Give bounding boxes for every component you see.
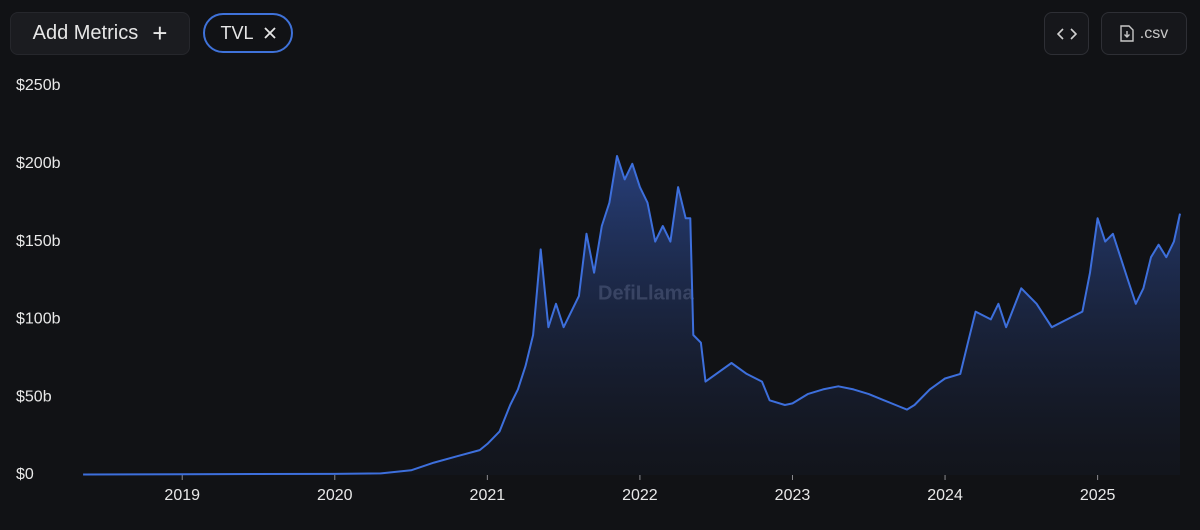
add-metrics-button[interactable]: Add Metrics + (10, 12, 190, 55)
x-tick-label: 2025 (1080, 487, 1116, 504)
x-tick-label: 2023 (775, 487, 811, 504)
tvl-line (83, 155, 1181, 476)
y-tick-label: $0 (16, 466, 34, 483)
csv-button[interactable]: .csv (1101, 12, 1187, 55)
watermark: DefiLlama (598, 282, 694, 304)
x-tick-label: 2024 (927, 487, 963, 504)
metric-chip[interactable]: TVL (203, 13, 293, 53)
button-label: .csv (1139, 24, 1169, 42)
chip-label: TVL (220, 22, 254, 43)
y-tick-label: $100b (16, 311, 61, 328)
y-tick-label: $50b (16, 388, 52, 405)
x-tick-label: 2022 (622, 487, 658, 504)
close-icon[interactable] (263, 27, 276, 39)
y-tick-label: $150b (16, 233, 61, 250)
y-tick-label: $200b (16, 155, 61, 172)
file-icon (1120, 25, 1134, 42)
y-tick-label: $250b (16, 77, 61, 94)
x-tick-label: 2019 (164, 487, 200, 504)
x-tick-label: 2020 (317, 487, 353, 504)
area-fill (83, 156, 1181, 475)
code-icon (1056, 27, 1077, 40)
x-tick-label: 2021 (470, 487, 506, 504)
plus-icon: + (152, 18, 168, 48)
button-label: Add Metrics (32, 22, 139, 44)
embed-button[interactable] (1044, 12, 1089, 55)
